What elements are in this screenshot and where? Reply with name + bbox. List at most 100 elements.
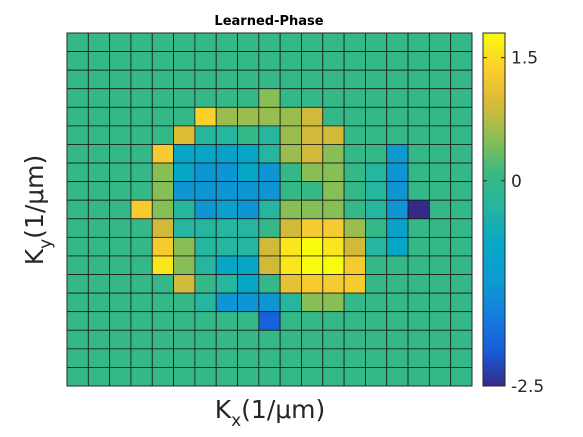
heatmap-cell: [407, 236, 430, 257]
heatmap-cell: [386, 144, 409, 164]
heatmap-cell: [215, 199, 238, 220]
heatmap-cell: [151, 125, 174, 145]
heatmap-cell: [365, 88, 388, 108]
heatmap-cell: [407, 218, 430, 238]
heatmap-cell: [194, 218, 217, 238]
heatmap-cell: [66, 292, 89, 313]
heatmap-cell: [365, 162, 388, 183]
heatmap-cell: [194, 106, 217, 127]
heatmap-cell: [194, 144, 217, 164]
heatmap-cell: [279, 311, 302, 331]
heatmap-cell: [109, 88, 132, 108]
heatmap-cell: [87, 311, 111, 331]
heatmap-cell: [279, 255, 302, 275]
heatmap-cell: [343, 367, 366, 387]
heatmap-cell: [151, 255, 174, 275]
heatmap-cell: [365, 199, 388, 220]
heatmap-cell: [237, 255, 260, 275]
heatmap-cell: [365, 106, 388, 127]
heatmap-cell: [87, 236, 111, 257]
heatmap-cell: [428, 125, 452, 145]
heatmap-cell: [343, 255, 366, 275]
heatmap-cell: [322, 162, 345, 183]
heatmap-cell: [301, 88, 324, 108]
heatmap-cell: [173, 348, 196, 368]
heatmap-cell: [450, 181, 473, 201]
heatmap-cell: [386, 69, 409, 90]
heatmap-cell: [109, 32, 132, 52]
heatmap-cell: [428, 236, 452, 257]
heatmap-cell: [322, 255, 345, 275]
heatmap-cell: [87, 274, 111, 294]
heatmap-cell: [237, 88, 260, 108]
heatmap-cell: [428, 144, 452, 164]
heatmap-cell: [173, 255, 196, 275]
heatmap-cell: [428, 32, 452, 52]
heatmap-cell: [194, 181, 217, 201]
heatmap-cell: [322, 125, 345, 145]
heatmap-cell: [151, 69, 174, 90]
heatmap-cell: [194, 292, 217, 313]
heatmap-cell: [130, 125, 153, 145]
heatmap-cell: [322, 236, 345, 257]
heatmap-cell: [450, 125, 473, 145]
heatmap-cell: [279, 292, 302, 313]
heatmap-cell: [173, 144, 196, 164]
heatmap-cell: [407, 106, 430, 127]
heatmap-cell: [173, 106, 196, 127]
heatmap-cell: [130, 181, 153, 201]
heatmap-cell: [130, 348, 153, 368]
heatmap-cell: [343, 106, 366, 127]
heatmap-cell: [428, 292, 452, 313]
heatmap-cell: [343, 144, 366, 164]
heatmap-cell: [407, 32, 430, 52]
heatmap-cell: [237, 199, 260, 220]
heatmap-cell: [279, 348, 302, 368]
heatmap-cell: [194, 236, 217, 257]
heatmap-cell: [365, 69, 388, 90]
heatmap-cell: [130, 367, 153, 387]
heatmap-cell: [407, 69, 430, 90]
heatmap-cell: [237, 236, 260, 257]
heatmap-cell: [109, 125, 132, 145]
heatmap-cell: [386, 348, 409, 368]
heatmap-cell: [450, 144, 473, 164]
heatmap-cell: [450, 199, 473, 220]
heatmap-cell: [173, 69, 196, 90]
heatmap-cell: [258, 367, 281, 387]
heatmap-cell: [407, 88, 430, 108]
heatmap-cell: [322, 274, 345, 294]
heatmap-cell: [258, 255, 281, 275]
heatmap-cell: [450, 218, 473, 238]
heatmap-cell: [215, 125, 238, 145]
heatmap-cell: [279, 162, 302, 183]
heatmap-cell: [428, 218, 452, 238]
heatmap-cell: [87, 181, 111, 201]
heatmap-cell: [407, 144, 430, 164]
heatmap-cell: [301, 311, 324, 331]
heatmap-cell: [428, 348, 452, 368]
heatmap-cell: [109, 162, 132, 183]
heatmap-cell: [130, 329, 153, 350]
heatmap-cell: [301, 255, 324, 275]
heatmap-cell: [407, 181, 430, 201]
heatmap-cell: [428, 88, 452, 108]
heatmap-cell: [279, 88, 302, 108]
heatmap-cell: [215, 162, 238, 183]
colorbar-gradient: [482, 32, 506, 387]
heatmap-cell: [215, 236, 238, 257]
heatmap-cell: [66, 106, 89, 127]
heatmap-cell: [258, 311, 281, 331]
heatmap-cell: [109, 236, 132, 257]
heatmap-cell: [258, 292, 281, 313]
heatmap-cell: [258, 51, 281, 71]
heatmap-cell: [279, 181, 302, 201]
heatmap-cell: [279, 218, 302, 238]
heatmap-cell: [109, 348, 132, 368]
colorbar-tick-label: -2.5: [511, 377, 544, 397]
heatmap-cell: [237, 329, 260, 350]
heatmap-cell: [386, 311, 409, 331]
heatmap-cell: [343, 51, 366, 71]
heatmap-cell: [428, 329, 452, 350]
heatmap-cell: [215, 274, 238, 294]
